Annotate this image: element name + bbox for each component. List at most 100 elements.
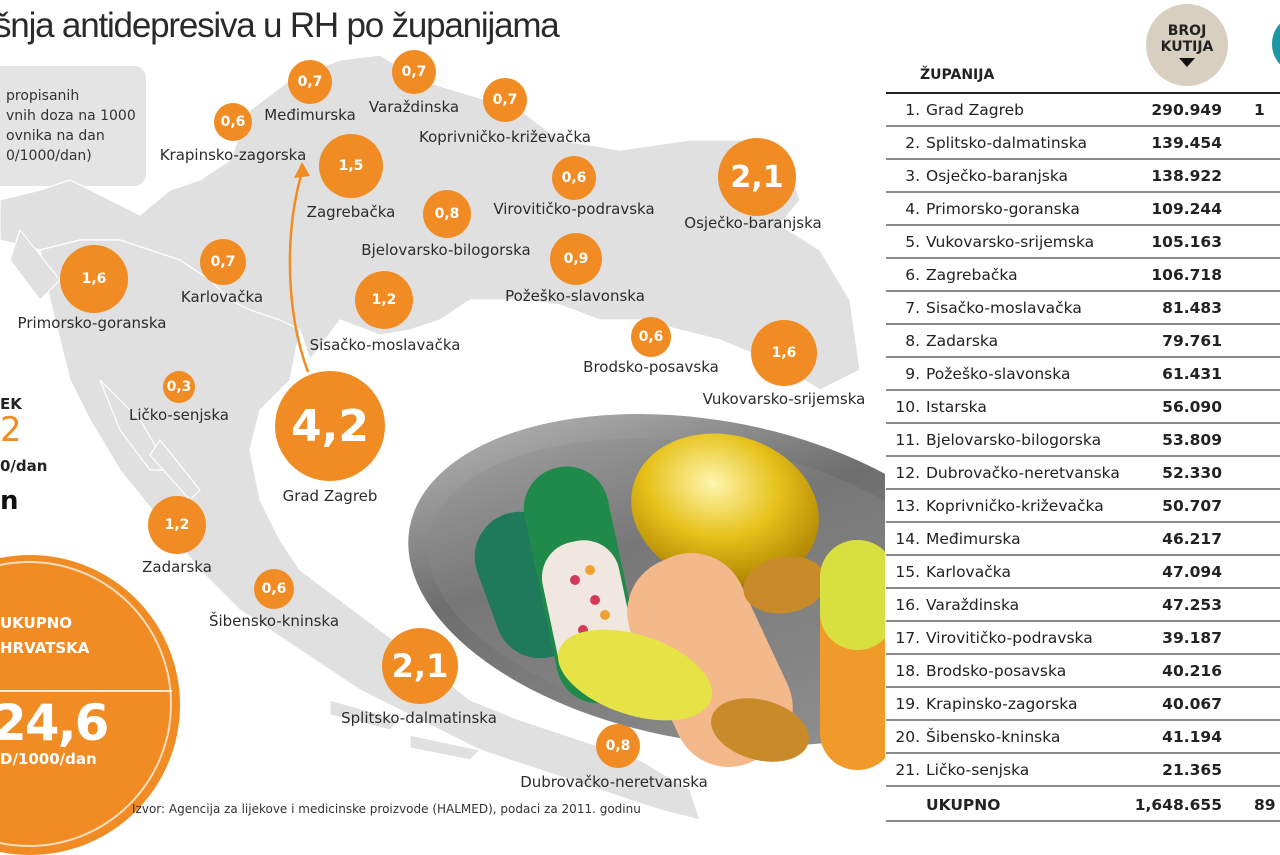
- table-row: 3. Osječko-baranjska 138.922: [886, 160, 1280, 193]
- table-row: 5. Vukovarsko-srijemska 105.163: [886, 226, 1280, 259]
- label-splitsko-dalmatinska: Splitsko-dalmatinska: [341, 709, 497, 727]
- table-total-row: UKUPNO 1,648.655 89: [886, 789, 1280, 822]
- total-row-extra: 89: [1254, 795, 1276, 814]
- total-row-boxes: 1,648.655: [1134, 795, 1222, 814]
- row-county: Požeško-slavonska: [926, 364, 1071, 383]
- label-primorsko-goranska: Primorsko-goranska: [17, 314, 167, 332]
- table-row: 12. Dubrovačko-neretvanska 52.330: [886, 457, 1280, 490]
- row-county: Vukovarsko-srijemska: [926, 232, 1095, 251]
- label-licko-senjska: Ličko-senjska: [129, 406, 229, 424]
- row-rank: 9.: [905, 364, 920, 383]
- row-rank: 8.: [905, 331, 920, 350]
- row-county: Istarska: [926, 397, 987, 416]
- row-rank: 21.: [895, 760, 920, 779]
- legend-box: [0, 66, 146, 186]
- bubble-bjelovarsko-bilogorska: 0,8: [423, 190, 471, 238]
- total-row-label: UKUPNO: [926, 795, 1001, 814]
- total-value: 24,6: [0, 694, 109, 752]
- label-dubrovacko-neretvanska: Dubrovačko-neretvanska: [520, 773, 708, 791]
- row-rank: 3.: [905, 166, 920, 185]
- row-county: Sisačko-moslavačka: [926, 298, 1082, 317]
- row-boxes: 106.718: [1151, 265, 1222, 284]
- row-boxes: 52.330: [1162, 463, 1222, 482]
- column-header-boxes[interactable]: BROJ KUTIJA: [1146, 4, 1228, 86]
- row-boxes: 47.253: [1162, 595, 1222, 614]
- bubble-licko-senjska: 0,3: [163, 371, 195, 403]
- table-row: 7. Sisačko-moslavačka 81.483: [886, 292, 1280, 325]
- row-boxes: 109.244: [1151, 199, 1222, 218]
- row-county: Varaždinska: [926, 595, 1020, 614]
- column-header-boxes-line2: KUTIJA: [1160, 39, 1214, 55]
- row-boxes: 41.194: [1162, 727, 1222, 746]
- row-rank: 5.: [905, 232, 920, 251]
- arrow-icon: [288, 162, 310, 373]
- label-krapinsko-zagorska: Krapinsko-zagorska: [159, 146, 307, 164]
- cropped-symbol-fragment: n: [0, 486, 19, 516]
- row-boxes: 46.217: [1162, 529, 1222, 548]
- row-boxes: 56.090: [1162, 397, 1222, 416]
- row-boxes: 47.094: [1162, 562, 1222, 581]
- row-boxes: 79.761: [1162, 331, 1222, 350]
- label-pozesko-slavonska: Požeško-slavonska: [505, 287, 645, 305]
- bubble-zagrebacka: 1,5: [319, 134, 383, 198]
- row-rank: 6.: [905, 265, 920, 284]
- row-county: Virovitičko-podravska: [926, 628, 1093, 647]
- legend-text: propisanih vnih doza na 1000 ovnika na d…: [6, 88, 136, 164]
- row-county: Bjelovarsko-bilogorska: [926, 430, 1102, 449]
- table-row: 15. Karlovačka 47.094: [886, 556, 1280, 589]
- bubble-zadarska: 1,2: [148, 496, 206, 554]
- label-viroviticko-podravska: Virovitičko-podravska: [493, 200, 655, 218]
- cropped-label-fragment: EK: [0, 395, 22, 413]
- bubble-krapinsko-zagorska: 0,6: [214, 103, 252, 141]
- spoon-pills-illustration: [408, 414, 885, 770]
- row-boxes: 40.067: [1162, 694, 1222, 713]
- table-row: 1. Grad Zagreb 290.949 1: [886, 94, 1280, 127]
- label-vukovarsko-srijemska: Vukovarsko-srijemska: [702, 390, 866, 408]
- bubble-grad-zagreb: 4,2: [275, 371, 385, 481]
- row-rank: 10.: [895, 397, 920, 416]
- source-note: Izvor: Agencija za lijekove i medicinske…: [132, 802, 641, 816]
- row-rank: 2.: [905, 133, 920, 152]
- label-grad-zagreb: Grad Zagreb: [282, 487, 378, 505]
- bubble-sibensko-kninska: 0,6: [254, 569, 294, 609]
- row-county: Zadarska: [926, 331, 999, 350]
- table-row: 10. Istarska 56.090: [886, 391, 1280, 424]
- row-boxes: 138.922: [1151, 166, 1222, 185]
- table-row: 19. Krapinsko-zagorska 40.067: [886, 688, 1280, 721]
- table-row: 18. Brodsko-posavska 40.216: [886, 655, 1280, 688]
- cropped-value-fragment: 2: [0, 410, 22, 450]
- bubble-medimurska: 0,7: [288, 60, 332, 104]
- row-county: Brodsko-posavska: [926, 661, 1067, 680]
- bubble-brodsko-posavska: 0,6: [631, 317, 671, 357]
- label-bjelovarsko-bilogorska: Bjelovarsko-bilogorska: [361, 241, 531, 259]
- bubble-koprivnicko-krizevacka: 0,7: [483, 78, 527, 122]
- label-sisacko-moslavacka: Sisačko-moslavačka: [309, 336, 461, 354]
- cropped-unit-fragment: 0/dan: [0, 457, 48, 475]
- row-extra: 1: [1254, 100, 1265, 119]
- bubble-viroviticko-podravska: 0,6: [552, 156, 596, 200]
- column-header-teal-circle: [1272, 14, 1280, 74]
- bubble-sisacko-moslavacka: 1,2: [355, 271, 413, 329]
- row-rank: 1.: [905, 100, 920, 119]
- bubble-vukovarsko-srijemska: 1,6: [751, 320, 817, 386]
- row-county: Osječko-baranjska: [926, 166, 1069, 185]
- row-county: Šibensko-kninska: [926, 727, 1061, 746]
- row-rank: 11.: [895, 430, 920, 449]
- bubble-varazdinska: 0,7: [392, 50, 436, 94]
- row-rank: 18.: [895, 661, 920, 680]
- row-county: Primorsko-goranska: [926, 199, 1080, 218]
- row-boxes: 105.163: [1151, 232, 1222, 251]
- table-row: 4. Primorsko-goranska 109.244: [886, 193, 1280, 226]
- row-county: Ličko-senjska: [926, 760, 1030, 779]
- label-varazdinska: Varaždinska: [368, 98, 460, 116]
- row-boxes: 61.431: [1162, 364, 1222, 383]
- county-table: ŽUPANIJA BROJ KUTIJA 1. Grad Zagreb 290.94…: [884, 0, 1280, 853]
- bubble-dubrovacko-neretvanska: 0,8: [596, 724, 640, 768]
- row-boxes: 139.454: [1151, 133, 1222, 152]
- row-county: Dubrovačko-neretvanska: [926, 463, 1120, 482]
- row-rank: 12.: [895, 463, 920, 482]
- table-row: 2. Splitsko-dalmatinska 139.454: [886, 127, 1280, 160]
- table-row: 11. Bjelovarsko-bilogorska 53.809: [886, 424, 1280, 457]
- label-karlovacka: Karlovačka: [180, 288, 264, 306]
- table-row: 14. Međimurska 46.217: [886, 523, 1280, 556]
